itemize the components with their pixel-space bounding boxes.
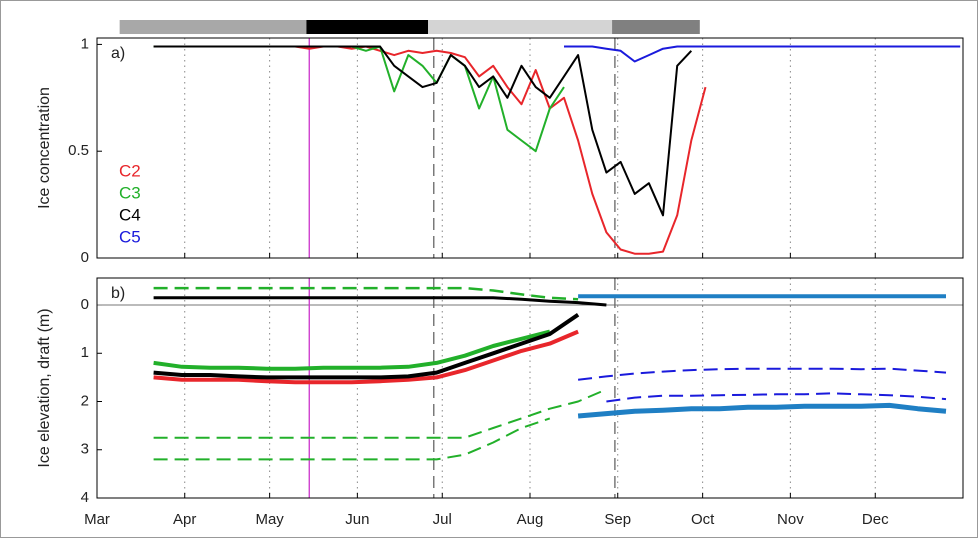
series-line xyxy=(153,417,551,461)
x-tick-label: Jun xyxy=(345,511,369,528)
x-tick-label: Mar xyxy=(84,511,110,528)
legend-label: C5 xyxy=(119,227,141,246)
x-tick-label: Sep xyxy=(604,511,631,528)
plot-frame xyxy=(96,37,964,259)
series-line xyxy=(153,296,607,307)
y-tick-label: 0 xyxy=(81,296,89,313)
series-line xyxy=(606,392,947,403)
y-axis-label: Ice concentration xyxy=(36,87,53,209)
y-tick-label: 0 xyxy=(81,249,89,266)
series-line xyxy=(577,402,947,419)
series-line xyxy=(153,329,551,371)
x-tick-label: Dec xyxy=(862,511,889,528)
season-segment xyxy=(306,20,429,34)
legend-label: C2 xyxy=(119,161,141,180)
x-tick-label: Jul xyxy=(433,511,452,528)
x-tick-label: Nov xyxy=(777,511,804,528)
y-tick-label: 4 xyxy=(81,489,89,506)
series-line xyxy=(577,367,947,381)
y-tick-label: 1 xyxy=(81,35,89,52)
x-tick-label: Apr xyxy=(173,511,196,528)
season-segment xyxy=(119,20,307,34)
series-line xyxy=(153,45,693,217)
season-segment xyxy=(612,20,700,34)
x-tick-label: Aug xyxy=(517,511,544,528)
x-tick-label: May xyxy=(255,511,284,528)
legend-label: C3 xyxy=(119,183,141,202)
series-line xyxy=(153,388,607,439)
series-line xyxy=(153,286,579,301)
panel-label: b) xyxy=(111,285,125,302)
y-axis-label: Ice elevation, draft (m) xyxy=(36,308,53,467)
panel-label: a) xyxy=(111,45,125,62)
y-tick-label: 2 xyxy=(81,392,89,409)
legend-label: C4 xyxy=(119,205,141,224)
y-tick-label: 3 xyxy=(81,441,89,458)
plot-frame xyxy=(96,277,964,499)
series-line xyxy=(564,45,961,63)
season-segment xyxy=(428,20,613,34)
y-tick-label: 1 xyxy=(81,344,89,361)
series-line xyxy=(153,313,580,380)
y-tick-label: 0.5 xyxy=(68,142,89,159)
x-tick-label: Oct xyxy=(691,511,715,528)
series-line xyxy=(153,329,579,385)
